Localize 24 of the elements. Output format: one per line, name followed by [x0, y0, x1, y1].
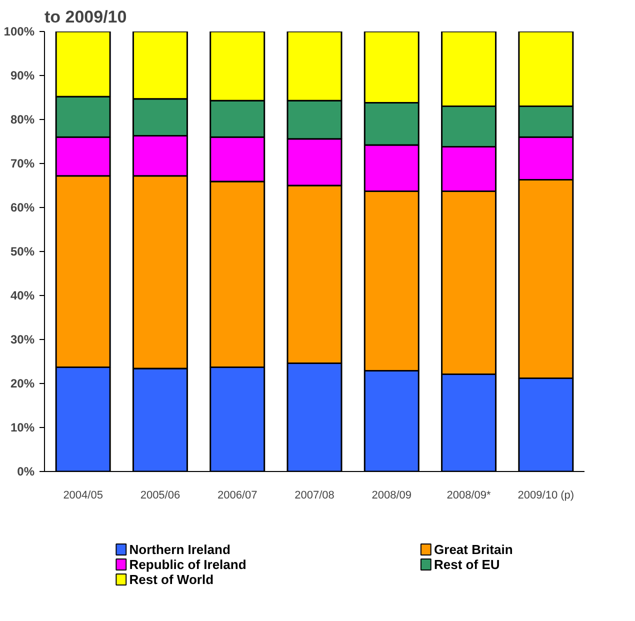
- y-tick-label: 40%: [10, 288, 35, 302]
- legend-label: Great Britain: [434, 542, 513, 557]
- y-tick-label: 10%: [10, 420, 35, 434]
- y-tick-label: 90%: [10, 68, 35, 82]
- x-tick-label: 2007/08: [294, 490, 334, 502]
- x-tick-label: 2008/09*: [446, 490, 492, 502]
- y-tick-label: 20%: [10, 376, 35, 390]
- legend-label: Northern Ireland: [129, 542, 230, 557]
- x-tick-label: 2008/09: [372, 490, 412, 502]
- x-tick-label: 2004/05: [63, 490, 103, 502]
- y-tick-label: 80%: [10, 112, 35, 126]
- x-tick-label: 2005/06: [140, 490, 180, 502]
- x-tick-label: 2006/07: [217, 490, 258, 502]
- x-tick-label: 2009/10 (p): [518, 490, 574, 502]
- legend-label: Rest of EU: [434, 557, 500, 572]
- y-tick-label: 100%: [4, 24, 35, 38]
- chart-title: to 2009/10: [44, 8, 127, 26]
- legend-label: Republic of Ireland: [129, 557, 246, 572]
- y-tick-label: 0%: [17, 464, 35, 478]
- legend-label: Rest of World: [129, 572, 214, 587]
- y-tick-label: 60%: [10, 200, 35, 214]
- y-tick-label: 70%: [10, 156, 35, 170]
- y-tick-label: 50%: [10, 244, 35, 258]
- y-tick-label: 30%: [10, 332, 35, 346]
